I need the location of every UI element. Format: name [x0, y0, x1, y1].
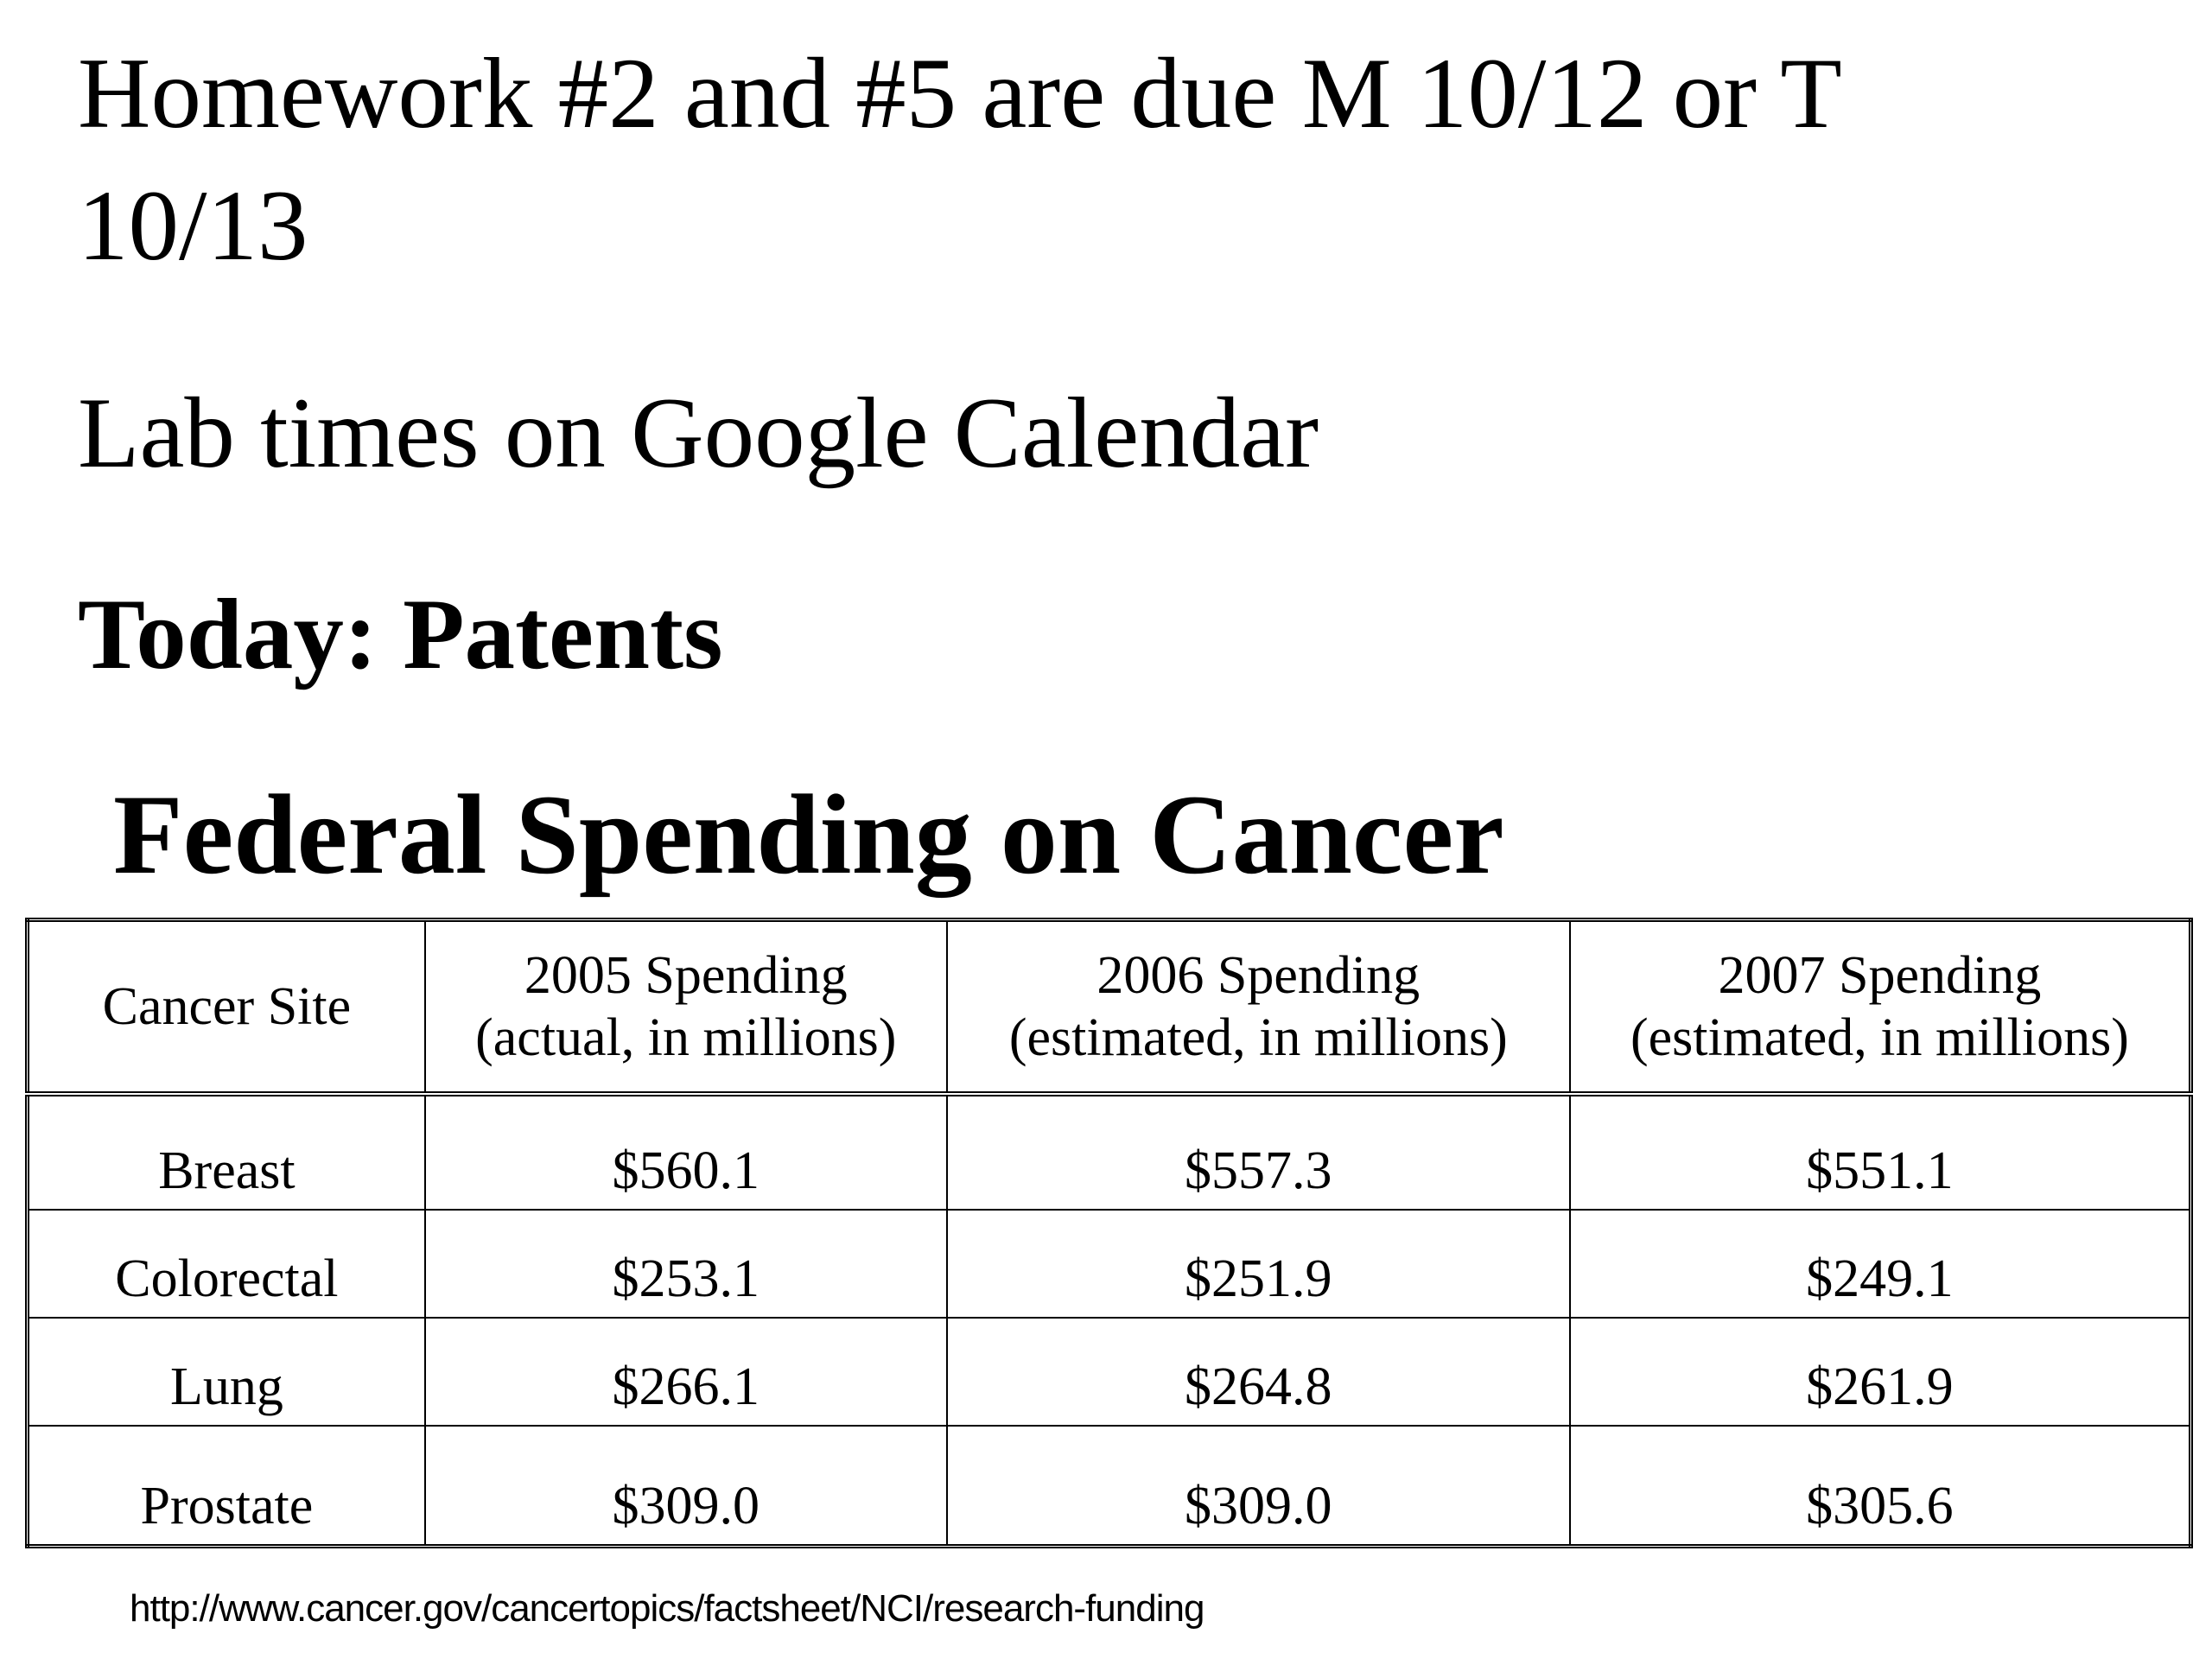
header-2006-spending: 2006 Spending (estimated, in millions): [945, 918, 1571, 1095]
table-title: Federal Spending on Cancer: [113, 771, 1504, 898]
table-row: Lung $266.1 $264.8 $261.9: [26, 1317, 2192, 1427]
source-url: http://www.cancer.gov/cancertopics/facts…: [130, 1587, 1205, 1630]
spending-table: Cancer Site 2005 Spending (actual, in mi…: [25, 918, 2193, 1548]
header-2007-line2: (estimated, in millions): [1630, 1008, 2129, 1067]
header-cancer-site-label: Cancer Site: [102, 977, 352, 1036]
cell-2006: $309.0: [945, 1425, 1571, 1548]
cell-2006: $264.8: [945, 1317, 1571, 1427]
cell-2006: $557.3: [945, 1093, 1571, 1211]
homework-due-line-1: Homework #2 and #5 are due M 10/12 or T: [78, 38, 1842, 149]
cell-2007: $551.1: [1568, 1093, 2192, 1211]
header-2007-line1: 2007 Spending: [1718, 946, 2042, 1005]
header-2006-line1: 2006 Spending: [1096, 946, 1421, 1005]
cell-2006: $251.9: [945, 1209, 1571, 1319]
header-2005-spending: 2005 Spending (actual, in millions): [423, 918, 948, 1095]
cell-2005: $266.1: [423, 1317, 948, 1427]
header-cancer-site: Cancer Site: [26, 918, 426, 1095]
header-2005-line1: 2005 Spending: [524, 946, 848, 1005]
cell-site: Colorectal: [26, 1209, 426, 1319]
today-topic: Today: Patents: [78, 579, 723, 690]
homework-due-line-2: 10/13: [78, 170, 308, 282]
table-row: Colorectal $253.1 $251.9 $249.1: [26, 1209, 2192, 1319]
cell-2005: $253.1: [423, 1209, 948, 1319]
cell-site: Lung: [26, 1317, 426, 1427]
cell-2007: $249.1: [1568, 1209, 2192, 1319]
header-2007-spending: 2007 Spending (estimated, in millions): [1568, 918, 2192, 1095]
table-row: Prostate $309.0 $309.0 $305.6: [26, 1425, 2192, 1548]
cell-site: Prostate: [26, 1425, 426, 1548]
cell-2005: $309.0: [423, 1425, 948, 1548]
table-row: Breast $560.1 $557.3 $551.1: [26, 1093, 2192, 1211]
cell-2005: $560.1: [423, 1093, 948, 1211]
header-2005-line2: (actual, in millions): [475, 1008, 897, 1067]
table-header-row: Cancer Site 2005 Spending (actual, in mi…: [26, 918, 2192, 1095]
cell-site: Breast: [26, 1093, 426, 1211]
cell-2007: $305.6: [1568, 1425, 2192, 1548]
cell-2007: $261.9: [1568, 1317, 2192, 1427]
header-2006-line2: (estimated, in millions): [1008, 1008, 1508, 1067]
lab-times-note: Lab times on Google Calendar: [78, 378, 1319, 489]
